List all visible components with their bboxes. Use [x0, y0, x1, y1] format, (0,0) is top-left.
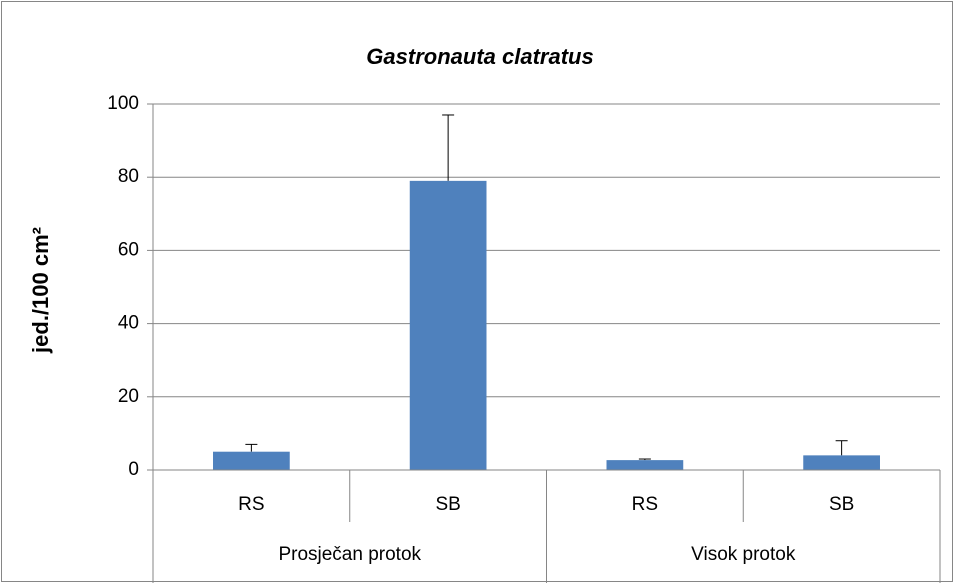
y-tick-label: 100: [107, 93, 139, 114]
group-label: Prosječan protok: [278, 544, 421, 565]
bar: [606, 460, 684, 470]
x-tick-label: RS: [238, 494, 264, 515]
group-label: Visok protok: [691, 544, 796, 565]
y-tick-label: 40: [118, 313, 139, 334]
y-tick-label: 80: [118, 166, 139, 187]
bar: [803, 455, 880, 470]
chart-title: Gastronauta clatratus: [366, 44, 593, 69]
x-tick-label: SB: [435, 494, 460, 515]
y-tick-label: 0: [128, 459, 139, 480]
y-tick-label: 60: [118, 239, 139, 260]
y-tick-label: 20: [118, 386, 139, 407]
x-tick-label: RS: [632, 494, 658, 515]
bar: [409, 180, 487, 471]
bar: [213, 451, 290, 470]
y-axis-label: jed./100 cm²: [28, 227, 53, 354]
x-tick-label: SB: [829, 494, 854, 515]
